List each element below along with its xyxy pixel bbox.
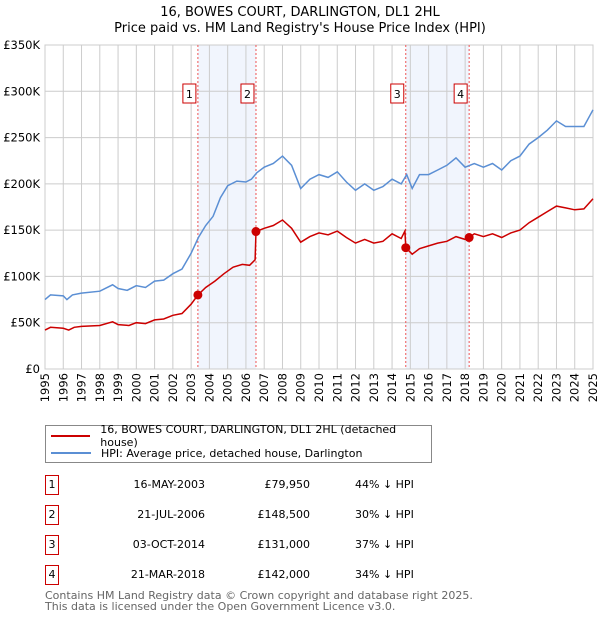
x-tick-label: 2023 bbox=[549, 373, 563, 402]
sale-price: £79,950 bbox=[264, 478, 311, 491]
legend-label: 16, BOWES COURT, DARLINGTON, DL1 2HL (de… bbox=[100, 423, 397, 449]
sale-marker-label: 2 bbox=[244, 88, 251, 101]
x-tick-label: 1999 bbox=[111, 373, 125, 402]
x-tick-label: 2016 bbox=[422, 373, 436, 402]
y-tick-label: £200K bbox=[3, 177, 40, 191]
x-tick-label: 2017 bbox=[440, 373, 454, 402]
sale-marker: 2 bbox=[45, 505, 59, 525]
sale-point bbox=[193, 290, 203, 300]
legend-item-property: 16, BOWES COURT, DARLINGTON, DL1 2HL (de… bbox=[51, 423, 431, 449]
x-tick-label: 2004 bbox=[202, 373, 216, 402]
sale-date: 21-MAR-2018 bbox=[130, 568, 205, 581]
sale-marker-label: 4 bbox=[457, 88, 464, 101]
sale-marker-label: 3 bbox=[394, 88, 401, 101]
x-tick-label: 2011 bbox=[330, 373, 344, 402]
x-tick-label: 2009 bbox=[294, 373, 308, 402]
legend: 16, BOWES COURT, DARLINGTON, DL1 2HL (de… bbox=[45, 423, 432, 463]
sale-price: £148,500 bbox=[257, 508, 311, 521]
x-tick-label: 2021 bbox=[513, 373, 527, 402]
x-tick-label: 2020 bbox=[495, 373, 509, 402]
y-tick-label: £250K bbox=[3, 131, 40, 145]
x-tick-label: 1996 bbox=[56, 373, 70, 402]
sale-marker: 4 bbox=[45, 565, 59, 585]
y-tick-label: £50K bbox=[11, 316, 41, 330]
legend-item-hpi: HPI: Average price, detached house, Darl… bbox=[51, 445, 362, 461]
y-tick-label: £300K bbox=[3, 84, 40, 98]
x-tick-label: 1997 bbox=[75, 373, 89, 402]
x-tick-label: 2022 bbox=[531, 373, 545, 402]
sale-date: 03-OCT-2014 bbox=[132, 538, 205, 551]
legend-label: HPI: Average price, detached house, Darl… bbox=[101, 446, 363, 460]
sale-date: 16-MAY-2003 bbox=[133, 478, 205, 491]
x-tick-label: 2000 bbox=[129, 373, 143, 402]
x-tick-label: 1995 bbox=[38, 373, 52, 402]
property-price-line bbox=[44, 198, 594, 331]
x-tick-label: 2005 bbox=[221, 373, 235, 402]
y-tick-label: £150K bbox=[3, 223, 40, 237]
x-tick-label: 2012 bbox=[349, 373, 363, 402]
x-tick-label: 2002 bbox=[166, 373, 180, 402]
sale-date: 21-JUL-2006 bbox=[137, 508, 205, 521]
sale-marker-box bbox=[182, 83, 197, 104]
x-tick-label: 1998 bbox=[93, 373, 107, 402]
sale-price: £131,000 bbox=[257, 538, 311, 551]
x-tick-label: 2015 bbox=[403, 373, 417, 402]
sale-marker-box bbox=[240, 83, 255, 104]
footer-line: This data is licensed under the Open Gov… bbox=[45, 600, 396, 613]
y-tick-label: £350K bbox=[3, 38, 40, 52]
chart-title: 16, BOWES COURT, DARLINGTON, DL1 2HL bbox=[160, 5, 440, 20]
footer-line: Contains HM Land Registry data © Crown c… bbox=[45, 589, 473, 602]
hpi-line bbox=[44, 109, 594, 301]
x-tick-label: 2008 bbox=[275, 373, 289, 402]
y-tick-label: £0 bbox=[25, 362, 40, 376]
x-tick-label: 2024 bbox=[568, 373, 582, 402]
sale-marker: 3 bbox=[45, 535, 59, 555]
x-tick-label: 2025 bbox=[586, 373, 600, 402]
x-tick-label: 2018 bbox=[458, 373, 472, 402]
x-tick-label: 2019 bbox=[476, 373, 490, 402]
x-tick-label: 2007 bbox=[257, 373, 271, 402]
x-tick-label: 2010 bbox=[312, 373, 326, 402]
sale-price: £142,000 bbox=[257, 568, 311, 581]
sale-hpi: 37% ↓ HPI bbox=[355, 538, 414, 551]
legend-swatch-blue bbox=[51, 452, 91, 454]
x-tick-label: 2014 bbox=[385, 373, 399, 402]
x-tick-label: 2001 bbox=[148, 373, 162, 402]
sale-hpi: 30% ↓ HPI bbox=[355, 508, 414, 521]
sale-point bbox=[401, 243, 411, 253]
sale-marker-box bbox=[453, 83, 468, 104]
sale-row: 1 16-MAY-2003 £79,950 44% ↓ HPI bbox=[45, 475, 465, 497]
y-tick-label: £100K bbox=[3, 269, 40, 283]
chart-subtitle: Price paid vs. HM Land Registry's House … bbox=[114, 21, 486, 36]
sale-point bbox=[464, 233, 474, 243]
x-tick-label: 2006 bbox=[239, 373, 253, 402]
sale-hpi: 34% ↓ HPI bbox=[355, 568, 414, 581]
sale-point bbox=[251, 227, 261, 237]
price-chart: £0 £50K £100K £150K £200K £250K £300K £350K 1995… bbox=[3, 38, 600, 402]
x-tick-label: 2013 bbox=[367, 373, 381, 402]
sale-row: 2 21-JUL-2006 £148,500 30% ↓ HPI bbox=[45, 505, 465, 527]
footer: Contains HM Land Registry data © Crown c… bbox=[45, 590, 473, 612]
legend-swatch-red bbox=[51, 435, 91, 437]
sale-marker: 1 bbox=[45, 475, 59, 495]
x-tick-label: 2003 bbox=[184, 373, 198, 402]
sale-marker-label: 1 bbox=[186, 88, 193, 101]
sale-row: 3 03-OCT-2014 £131,000 37% ↓ HPI bbox=[45, 535, 465, 557]
sale-row: 4 21-MAR-2018 £142,000 34% ↓ HPI bbox=[45, 565, 465, 587]
sale-hpi: 44% ↓ HPI bbox=[355, 478, 414, 491]
sale-marker-box bbox=[390, 83, 405, 104]
